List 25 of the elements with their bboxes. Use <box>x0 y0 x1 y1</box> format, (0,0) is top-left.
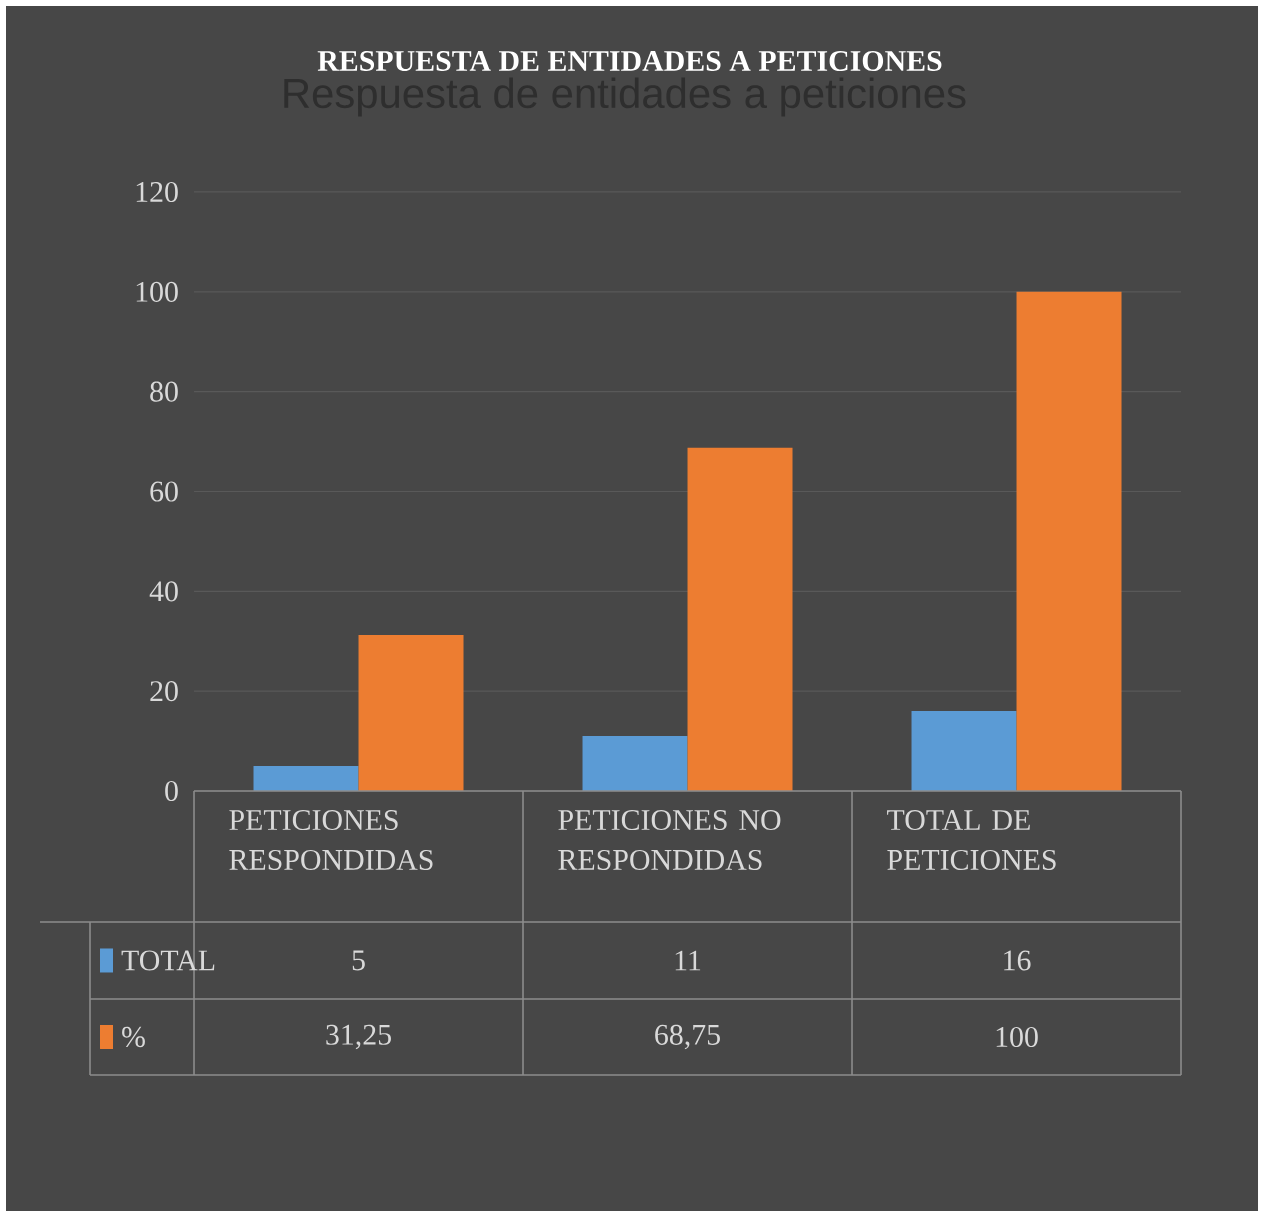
bar <box>687 447 793 791</box>
y-tick-label: 20 <box>150 681 178 702</box>
data-label: 100 <box>996 1026 1038 1048</box>
y-tick-label: 80 <box>150 381 178 402</box>
x-tick-label: PETICIONES RESPONDIDAS <box>229 810 433 870</box>
bar <box>253 766 359 791</box>
bar <box>358 634 464 791</box>
bar <box>582 736 688 791</box>
bar <box>1016 291 1122 791</box>
y-tick-label: 40 <box>149 581 178 602</box>
bar <box>911 711 1017 791</box>
data-label: 11 <box>675 950 701 971</box>
chart-title: RESPUESTA DE ENTIDADES A PETICIONES <box>317 50 942 72</box>
y-tick-label: 100 <box>136 281 178 302</box>
data-label: 5 <box>352 950 365 971</box>
legend-label: % <box>122 1026 145 1048</box>
x-tick-label: PETICIONES NO RESPONDIDAS <box>558 810 781 870</box>
y-tick-label: 120 <box>136 181 178 203</box>
y-tick-label: 60 <box>150 481 178 502</box>
x-tick-label: TOTAL DE PETICIONES <box>887 810 1056 870</box>
legend-label: TOTAL <box>121 950 215 971</box>
data-label: 68,75 <box>655 1024 720 1050</box>
y-tick-label: 0 <box>165 780 178 802</box>
data-label: 31,25 <box>326 1024 391 1050</box>
data-label: 16 <box>1004 950 1031 971</box>
